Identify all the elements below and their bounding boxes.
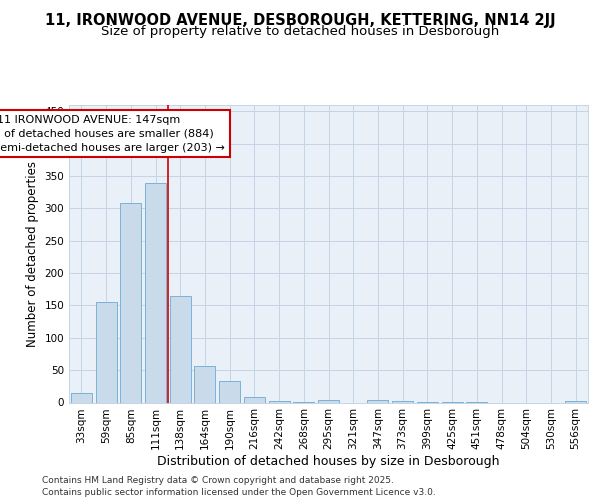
- Bar: [392, 401, 413, 402]
- Text: Contains public sector information licensed under the Open Government Licence v3: Contains public sector information licen…: [42, 488, 436, 497]
- Text: Contains HM Land Registry data © Crown copyright and database right 2025.: Contains HM Land Registry data © Crown c…: [42, 476, 394, 485]
- Text: Size of property relative to detached houses in Desborough: Size of property relative to detached ho…: [101, 25, 499, 38]
- Bar: [120, 204, 141, 402]
- Bar: [269, 400, 290, 402]
- Y-axis label: Number of detached properties: Number of detached properties: [26, 161, 39, 347]
- Bar: [219, 381, 240, 402]
- Bar: [318, 400, 339, 402]
- Bar: [244, 396, 265, 402]
- Bar: [145, 182, 166, 402]
- Text: 11, IRONWOOD AVENUE, DESBOROUGH, KETTERING, NN14 2JJ: 11, IRONWOOD AVENUE, DESBOROUGH, KETTERI…: [44, 12, 556, 28]
- Text: 11 IRONWOOD AVENUE: 147sqm
← 81% of detached houses are smaller (884)
19% of sem: 11 IRONWOOD AVENUE: 147sqm ← 81% of deta…: [0, 114, 225, 152]
- Bar: [565, 401, 586, 402]
- Bar: [71, 393, 92, 402]
- Bar: [95, 302, 116, 402]
- Bar: [367, 400, 388, 402]
- Bar: [194, 366, 215, 403]
- X-axis label: Distribution of detached houses by size in Desborough: Distribution of detached houses by size …: [157, 455, 500, 468]
- Bar: [170, 296, 191, 403]
